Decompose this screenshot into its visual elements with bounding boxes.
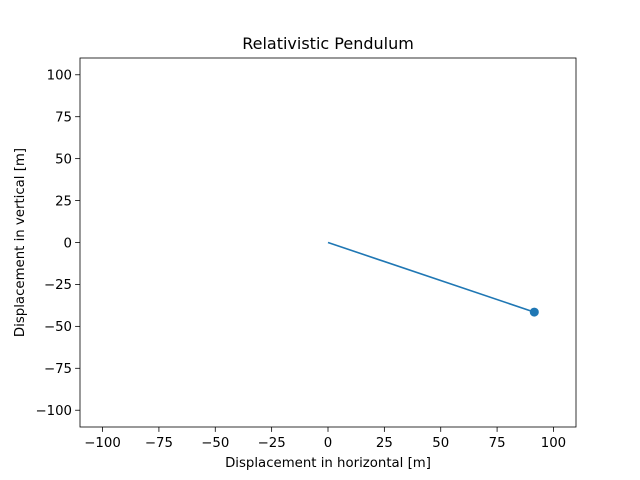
- y-axis-label: Displacement in vertical [m]: [13, 148, 28, 337]
- plot-frame: [79, 57, 577, 428]
- y-tick-label: 50: [55, 152, 72, 167]
- x-tick-label: −75: [145, 436, 173, 451]
- x-tick-label: 100: [541, 436, 566, 451]
- x-axis-ticks: −100 −75 −50 −25 0 25 50 75 100: [84, 427, 566, 451]
- x-tick-label: −50: [201, 436, 229, 451]
- x-axis-label: Displacement in horizontal [m]: [225, 456, 431, 471]
- y-tick-label: 25: [55, 194, 72, 209]
- x-tick-label: −100: [84, 436, 121, 451]
- x-tick-label: −25: [258, 436, 286, 451]
- pendulum-bob-point: [529, 307, 539, 317]
- x-tick-label: 0: [324, 436, 332, 451]
- pendulum-rod-line: [327, 241, 535, 313]
- chart-title: Relativistic Pendulum: [242, 34, 414, 53]
- x-tick-label: 25: [376, 436, 393, 451]
- x-tick-label: 50: [432, 436, 449, 451]
- y-tick-label: −25: [44, 278, 72, 293]
- y-axis-ticks: −100 −75 −50 −25 0 25 50 75 100: [35, 69, 80, 419]
- y-tick-label: 0: [64, 236, 72, 251]
- y-tick-label: −50: [44, 320, 72, 335]
- chart-marks: [327, 241, 539, 317]
- y-tick-label: −75: [44, 362, 72, 377]
- x-tick-label: 75: [489, 436, 506, 451]
- y-tick-label: 75: [55, 111, 72, 126]
- y-tick-label: 100: [47, 69, 72, 84]
- y-tick-label: −100: [35, 404, 72, 419]
